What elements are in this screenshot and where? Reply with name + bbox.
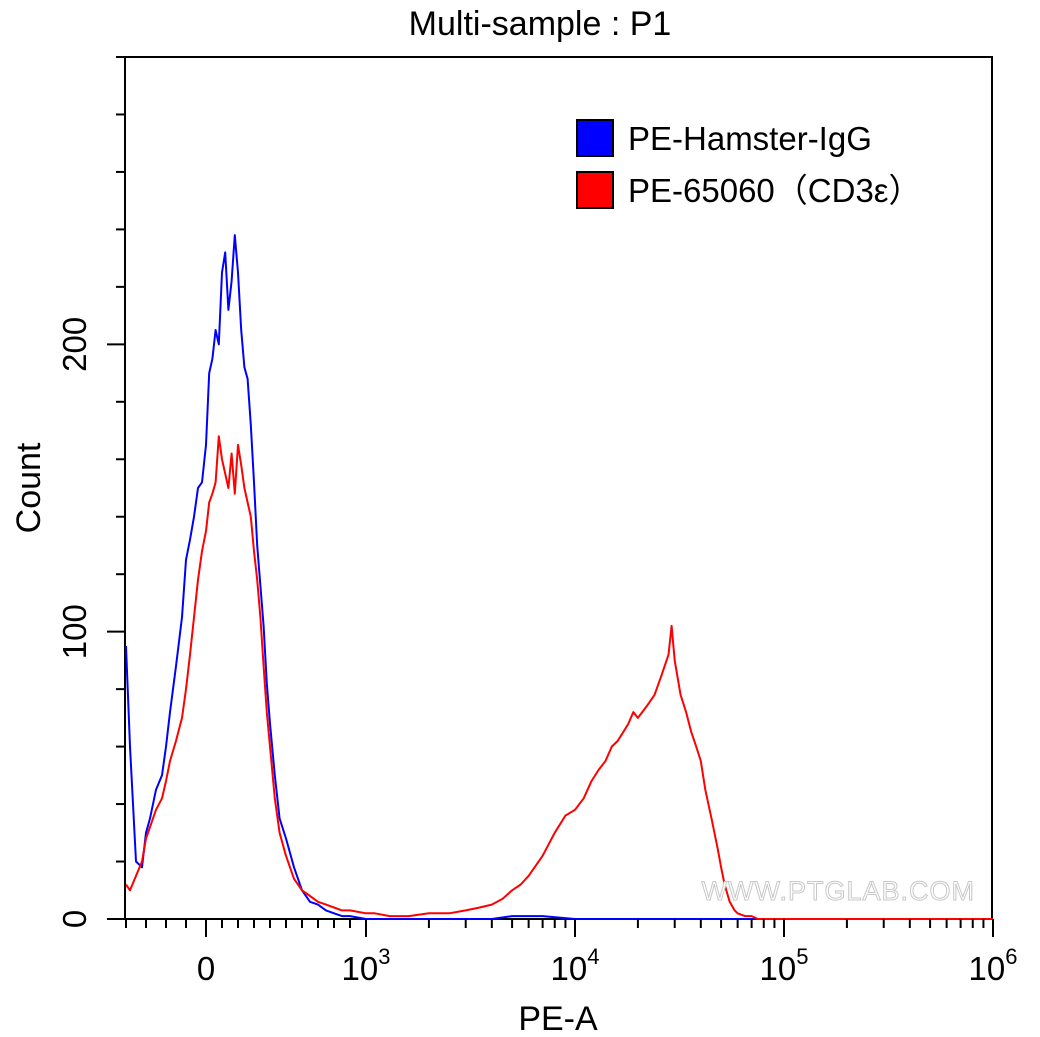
plot-frame (124, 56, 993, 920)
x-tick-label: 106 (969, 944, 1018, 987)
y-tick-label: 0 (56, 910, 93, 928)
x-axis: 0 103 104 105 106 (125, 919, 1018, 987)
x-axis-label: PE-A (518, 1000, 598, 1037)
x-tick-label: 0 (197, 950, 215, 987)
legend-label-2: PE-65060（CD3ε） (628, 172, 922, 209)
x-tick-label: 103 (342, 944, 391, 987)
legend-swatch-2 (576, 171, 614, 209)
legend-label-1: PE-Hamster-IgG (628, 120, 872, 157)
watermark: WWW.PTGLAB.COM (702, 876, 976, 906)
y-tick-label: 100 (56, 604, 93, 659)
legend-swatch-1 (576, 119, 614, 157)
x-tick-label: 104 (551, 944, 600, 987)
series-line-2 (125, 435, 993, 920)
y-axis-label: Count (10, 442, 48, 533)
series-line-1 (125, 234, 993, 920)
y-axis: 0 100 200 (56, 56, 125, 928)
x-tick-label: 105 (760, 944, 809, 987)
y-tick-label: 200 (56, 317, 93, 372)
series-layer (125, 234, 993, 920)
legend: PE-Hamster-IgG PE-65060（CD3ε） (576, 119, 922, 209)
chart-title: Multi-sample : P1 (409, 5, 672, 43)
